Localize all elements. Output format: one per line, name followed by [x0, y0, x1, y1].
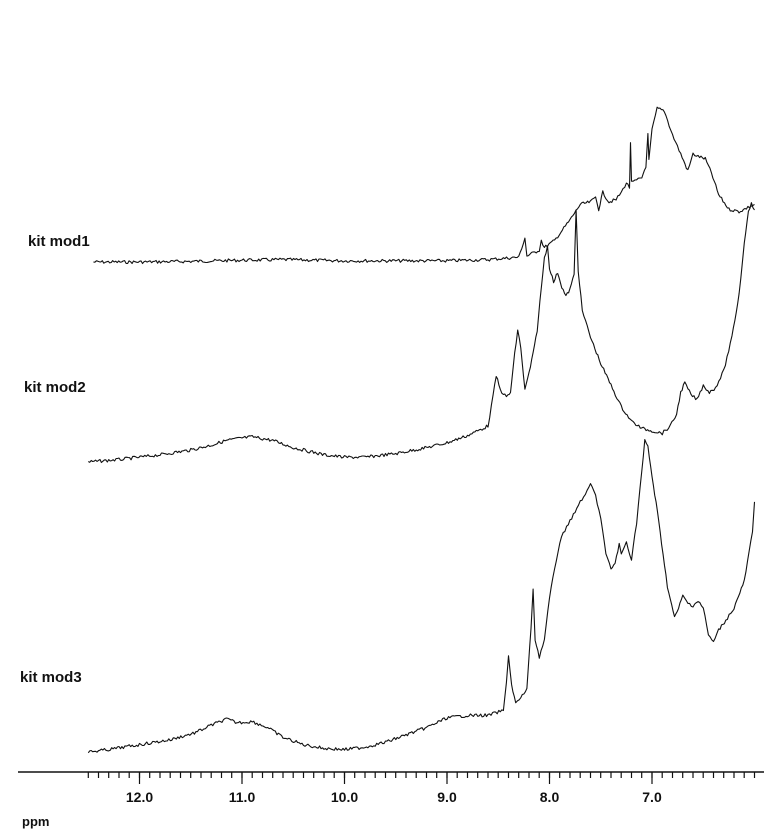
- series-label-kit-mod2: kit mod2: [24, 379, 86, 396]
- tick-label: 7.0: [642, 789, 662, 805]
- x-axis-major-ticks: [138, 772, 653, 784]
- series-labels: kit mod1 kit mod2 kit mod3: [20, 233, 90, 686]
- series-label-kit-mod1: kit mod1: [28, 233, 90, 250]
- spectrum-traces: [87, 106, 756, 754]
- series-label-kit-mod3: kit mod3: [20, 669, 82, 686]
- tick-label: 8.0: [540, 789, 560, 805]
- x-axis: 12.0 11.0 10.0 9.0 8.0 7.0 ppm: [18, 771, 764, 829]
- spectrum-trace-kit-mod2: [88, 202, 755, 464]
- tick-label: 12.0: [126, 789, 153, 805]
- x-axis-minor-ticks: [87, 772, 756, 778]
- tick-label: 10.0: [331, 789, 358, 805]
- tick-label: 9.0: [437, 789, 457, 805]
- spectrum-trace-kit-mod1: [93, 106, 755, 265]
- tick-label: 11.0: [229, 789, 256, 805]
- spectrum-trace-kit-mod3: [87, 439, 756, 754]
- x-axis-tick-labels: 12.0 11.0 10.0 9.0 8.0 7.0: [126, 789, 662, 805]
- x-axis-label: ppm: [22, 814, 49, 829]
